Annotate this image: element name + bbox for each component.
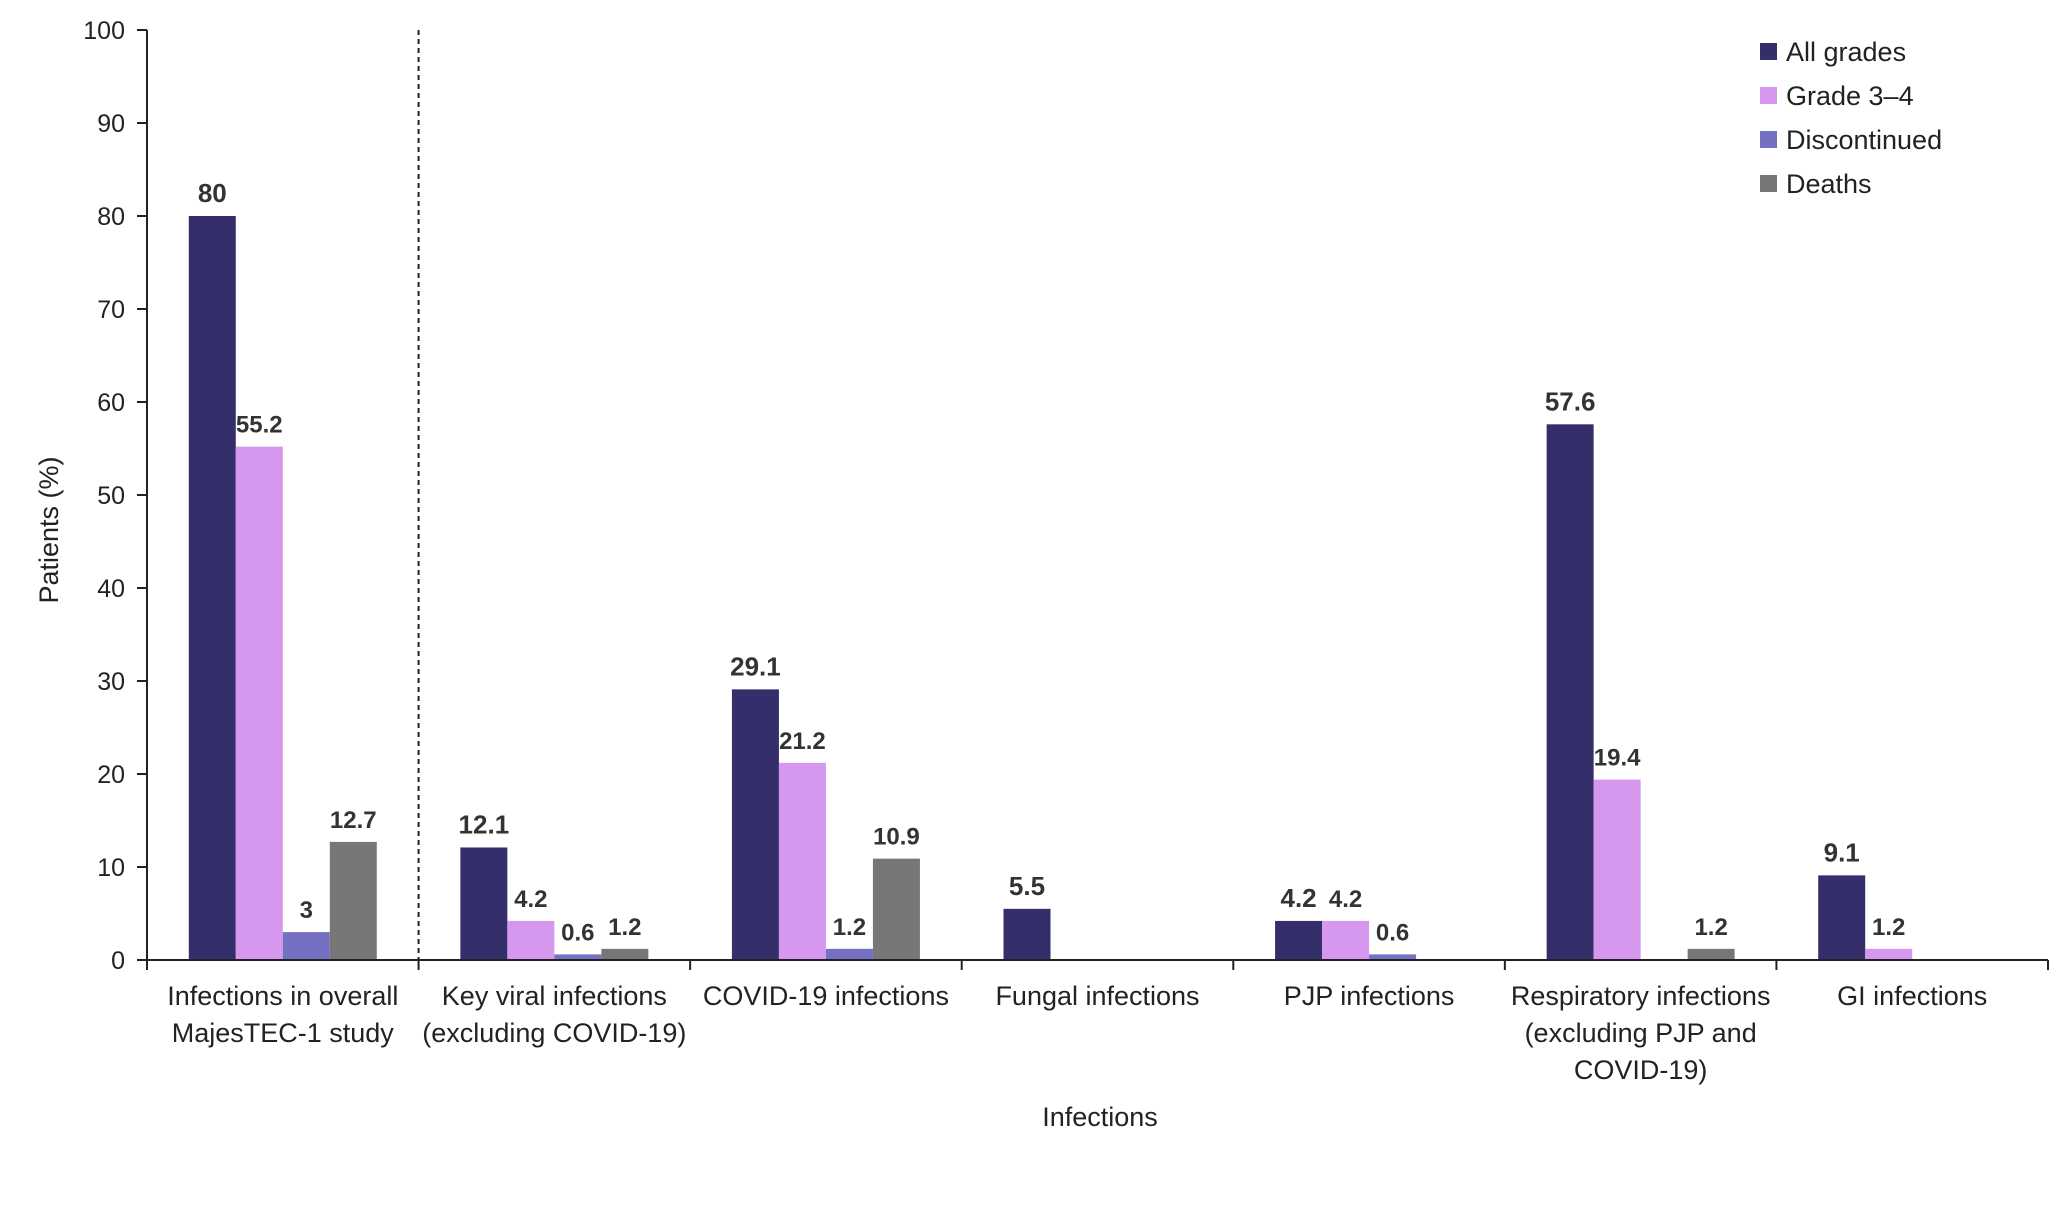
data-label: 3	[300, 897, 313, 924]
y-tick-label: 70	[97, 296, 125, 324]
x-category-label-line: Infections in overall	[167, 981, 398, 1011]
x-category-label: GI infections	[1837, 981, 1987, 1011]
bar-discontinued	[825, 948, 873, 960]
x-axis: Infections in overall MajesTEC-1 study Key…	[146, 959, 2049, 1085]
legend-swatch	[1760, 87, 1777, 104]
x-category-label-line: (excluding COVID-19)	[422, 1018, 686, 1048]
x-category-label: Infections in overall MajesTEC-1 study	[167, 981, 398, 1048]
legend-label: Grade 3–4	[1786, 81, 1914, 111]
data-label: 80	[198, 178, 227, 208]
y-tick-label: 50	[97, 482, 125, 510]
y-tick-label: 20	[97, 761, 125, 789]
x-axis-title: Infections	[1042, 1102, 1158, 1132]
data-label: 1.2	[833, 914, 866, 941]
bar-all-grades	[1818, 875, 1866, 960]
data-label: 4.2	[1280, 883, 1316, 913]
data-label: 0.6	[561, 919, 594, 946]
x-category-label: PJP infections	[1284, 981, 1455, 1011]
legend-swatch	[1760, 175, 1777, 192]
y-axis-title: Patients (%)	[34, 456, 64, 603]
bar-grade-3-4	[1593, 779, 1641, 960]
bar-all-grades	[1003, 908, 1051, 960]
bar-grade-3-4	[507, 920, 555, 960]
bar-grade-3-4	[1322, 920, 1370, 960]
bar-all-grades	[460, 847, 508, 960]
legend-label: All grades	[1786, 37, 1906, 67]
data-label: 21.2	[779, 728, 826, 755]
bar-all-grades	[1546, 424, 1594, 960]
bar-grade-3-4	[778, 762, 826, 960]
x-category-label-line: GI infections	[1837, 981, 1987, 1011]
y-tick-label: 0	[111, 947, 125, 975]
data-label: 10.9	[873, 824, 920, 851]
bar-all-grades	[731, 689, 779, 960]
data-label: 1.2	[1872, 914, 1905, 941]
y-tick-label: 40	[97, 575, 125, 603]
legend-label: Discontinued	[1786, 125, 1942, 155]
data-labels-group: 80 55.2 3 12.7 12.1 4.2 0.6 1.2 29.1 21.2 1.2 10.9 5…	[198, 178, 1906, 946]
y-tick-label: 30	[97, 668, 125, 696]
y-tick-label: 90	[97, 110, 125, 138]
x-category-label-line: Respiratory infections	[1511, 981, 1771, 1011]
data-label: 12.1	[459, 809, 510, 839]
legend: All grades Grade 3–4 Discontinued Deaths	[1760, 37, 1942, 199]
data-label: 12.7	[330, 807, 377, 834]
x-category-label-line: Fungal infections	[995, 981, 1199, 1011]
bars-group	[188, 216, 1913, 960]
bar-discontinued	[554, 954, 602, 960]
legend-swatch	[1760, 43, 1777, 60]
x-category-label: Key viral infections (excluding COVID-19)	[422, 981, 686, 1048]
y-tick-label: 100	[83, 17, 125, 45]
data-label: 1.2	[1694, 914, 1727, 941]
data-label: 0.6	[1376, 919, 1409, 946]
bar-grade-3-4	[235, 446, 283, 960]
data-label: 4.2	[514, 886, 547, 913]
bar-discontinued	[1369, 954, 1417, 960]
legend-swatch	[1760, 131, 1777, 148]
data-label: 5.5	[1009, 871, 1045, 901]
bar-grade-3-4	[1865, 948, 1913, 960]
bar-deaths	[601, 948, 649, 960]
x-category-label-line: Key viral infections	[442, 981, 667, 1011]
data-label: 19.4	[1594, 745, 1641, 772]
x-category-label: Fungal infections	[995, 981, 1199, 1011]
bar-deaths	[329, 841, 377, 960]
y-tick-label: 10	[97, 854, 125, 882]
y-tick-label: 60	[97, 389, 125, 417]
x-category-label-line: COVID-19)	[1574, 1055, 1708, 1085]
bar-deaths	[872, 858, 920, 960]
bar-discontinued	[282, 932, 330, 960]
data-label: 55.2	[236, 412, 283, 439]
x-category-label-line: COVID-19 infections	[703, 981, 949, 1011]
legend-label: Deaths	[1786, 169, 1872, 199]
x-category-label: COVID-19 infections	[703, 981, 949, 1011]
data-label: 1.2	[608, 914, 641, 941]
data-label: 4.2	[1329, 886, 1362, 913]
data-label: 29.1	[730, 651, 781, 681]
y-tick-label: 80	[97, 203, 125, 231]
x-category-label-line: MajesTEC-1 study	[172, 1018, 395, 1048]
data-label: 9.1	[1824, 837, 1860, 867]
bar-deaths	[1687, 948, 1735, 960]
data-label: 57.6	[1545, 386, 1596, 416]
x-category-label-line: (excluding PJP and	[1525, 1018, 1757, 1048]
bar-all-grades	[188, 216, 236, 960]
y-axis: 0 10 20 30 40 50 60 70 80 90 100	[83, 17, 148, 975]
x-category-label-line: PJP infections	[1284, 981, 1455, 1011]
x-category-label: Respiratory infections (excluding PJP and…	[1511, 981, 1771, 1085]
bar-all-grades	[1275, 920, 1323, 960]
